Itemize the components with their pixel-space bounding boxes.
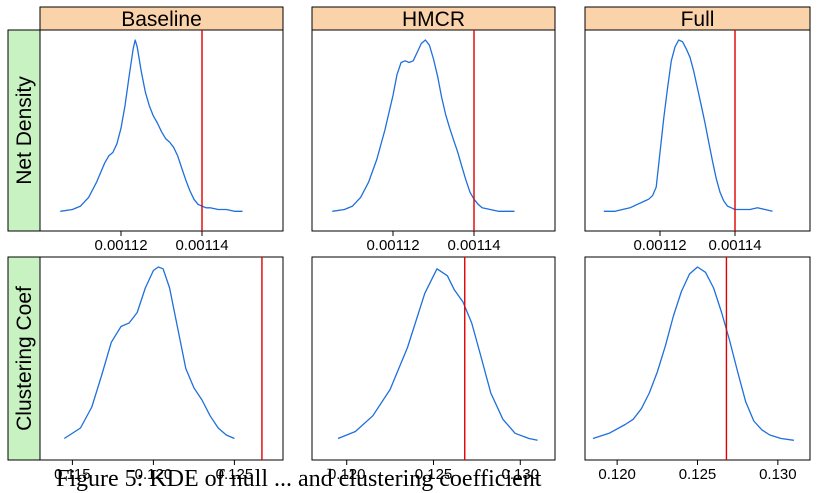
x-tick-label: 0.00114 (175, 237, 228, 254)
figure-caption: Figure 5: KDE of null ... and clustering… (56, 466, 542, 492)
x-tick-label: 0.115 (54, 466, 90, 483)
density-curve (603, 39, 773, 212)
x-tick-label: 0.130 (502, 466, 540, 483)
panel-frame (39, 29, 284, 232)
x-tick-label: 0.00112 (633, 237, 686, 254)
panel-net-density-full: 0.00112 0.00114 (584, 29, 811, 254)
density-curve (332, 39, 515, 212)
column-strip-label-baseline: Baseline (121, 8, 202, 31)
column-strip-label-hmcr: HMCR (402, 8, 465, 31)
panel-net-density-hmcr: 0.00112 0.00114 (311, 29, 556, 254)
row-strip-label-net-density: Net Density (13, 76, 36, 185)
panel-clustering-coef-baseline: 0.115 0.120 0.125 (39, 256, 284, 483)
panel-frame (584, 256, 811, 461)
x-tick-label: 0.00112 (366, 237, 419, 254)
row-strip-clustering-coef (7, 256, 41, 461)
panel-frame (311, 29, 556, 232)
x-tick-label: 0.125 (679, 466, 717, 483)
x-tick-label: 0.125 (415, 466, 453, 483)
row-strip-label-clustering-coef: Clustering Coef (13, 286, 36, 431)
x-tick-label: 0.120 (328, 466, 366, 483)
panel-clustering-coef-full: 0.120 0.125 0.130 (584, 256, 811, 483)
x-tick-label: 0.120 (135, 466, 173, 483)
panel-clustering-coef-hmcr: 0.120 0.125 0.130 (311, 256, 556, 483)
density-curve (63, 266, 235, 440)
x-tick-label: 0.125 (216, 466, 254, 483)
x-tick-label: 0.130 (759, 466, 797, 483)
x-tick-label: 0.00112 (94, 237, 147, 254)
x-tick-label: 0.120 (598, 466, 636, 483)
x-tick-label: 0.00114 (708, 237, 761, 254)
density-curve (337, 268, 538, 441)
column-strip-label-full: Full (681, 8, 715, 31)
panel-frame (584, 29, 811, 232)
density-curve (60, 39, 243, 212)
x-tick-label: 0.00114 (447, 237, 500, 254)
panel-net-density-baseline: 0.00112 0.00114 (39, 29, 284, 254)
panel-frame (39, 256, 284, 461)
panel-frame (311, 256, 556, 461)
density-curve (592, 266, 794, 441)
